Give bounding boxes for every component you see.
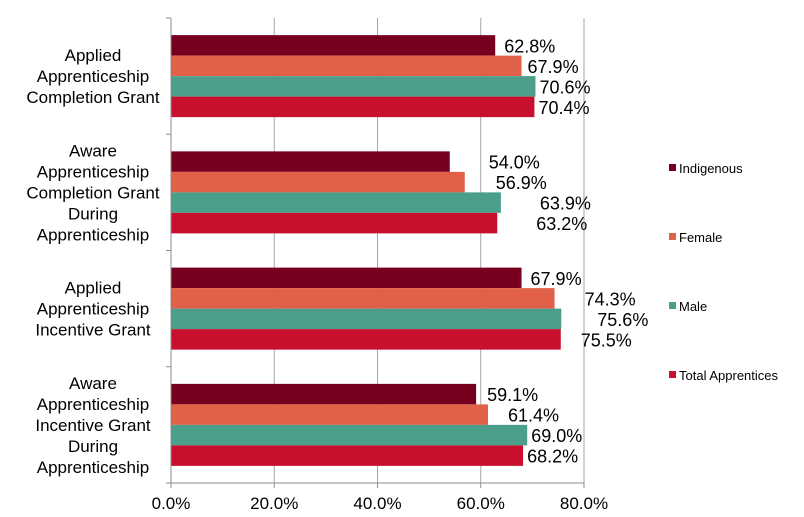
data-label: 67.9% (528, 57, 579, 77)
data-label: 54.0% (489, 153, 540, 173)
bar (171, 192, 501, 213)
bar (171, 212, 498, 234)
bar (171, 76, 536, 97)
category-label: Aware Apprenticeship Completion Grant Durin… (26, 141, 160, 244)
x-tick-label: 80.0% (560, 494, 608, 513)
data-label: 63.9% (540, 194, 591, 214)
bar (171, 445, 524, 466)
category-labels: Applied Apprenticeship Completion Grant Awa… (26, 46, 160, 477)
data-labels: 62.8%67.9%70.6%70.4%54.0%56.9%63.9%63.2%… (487, 36, 648, 466)
legend-label: Indigenous (679, 161, 743, 176)
data-label: 62.8% (504, 36, 555, 56)
legend-label: Male (679, 299, 707, 314)
data-label: 70.4% (538, 98, 589, 118)
bar (171, 308, 562, 330)
bar (171, 329, 561, 350)
legend-swatch (669, 371, 676, 378)
bars (171, 35, 562, 466)
data-label: 61.4% (508, 406, 559, 426)
category-label: Applied Apprenticeship Incentive Grant (35, 279, 151, 340)
legend-swatch (669, 233, 676, 240)
bar (171, 55, 522, 77)
legend-swatch (669, 302, 676, 309)
data-label: 74.3% (585, 289, 636, 309)
legend-swatch (669, 164, 676, 171)
x-tick-label: 0.0% (152, 494, 191, 513)
data-label: 63.2% (536, 214, 587, 234)
category-label: Applied Apprenticeship Completion Grant (26, 46, 160, 107)
category-label: Aware Apprenticeship Incentive Grant During… (35, 374, 151, 477)
legend-label: Female (679, 230, 722, 245)
legend: Indigenous Female Male Total Apprentices (669, 161, 779, 383)
data-label: 69.0% (531, 426, 582, 446)
data-label: 67.9% (531, 269, 582, 289)
bar (171, 171, 465, 193)
bar (171, 288, 555, 309)
data-label: 68.2% (527, 447, 578, 467)
data-label: 75.5% (581, 330, 632, 350)
data-label: 75.6% (597, 310, 648, 330)
bar (171, 151, 450, 172)
data-label: 59.1% (487, 385, 538, 405)
x-tick-label: 20.0% (250, 494, 298, 513)
x-tick-label: 40.0% (353, 494, 401, 513)
data-label: 56.9% (496, 173, 547, 193)
bar (171, 424, 528, 446)
bar (171, 96, 535, 118)
x-tick-labels: 0.0% 20.0% 40.0% 60.0% 80.0% (152, 494, 608, 513)
bar (171, 404, 488, 425)
data-label: 70.6% (539, 77, 590, 97)
bar (171, 35, 496, 56)
axes (166, 17, 585, 488)
legend-label: Total Apprentices (679, 368, 779, 383)
x-tick-label: 60.0% (457, 494, 505, 513)
bar (171, 383, 477, 405)
bar (171, 267, 522, 289)
